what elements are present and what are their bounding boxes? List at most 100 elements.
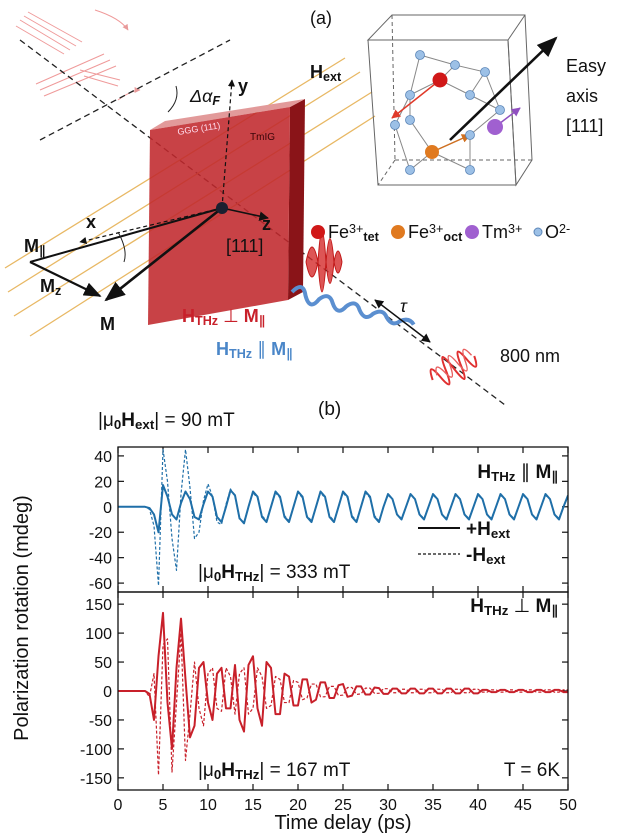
delay-label: τ (400, 296, 408, 316)
text-run: Fe (408, 222, 429, 242)
text-run: H (470, 596, 484, 617)
x-tick-label: 20 (289, 797, 307, 814)
delay-arrow (374, 299, 431, 343)
x-tick-label: 10 (199, 797, 217, 814)
y-tick-label: 100 (85, 626, 112, 643)
text-run: F (212, 94, 220, 108)
film-label: TmIG (250, 132, 275, 143)
angle-label: ΔαF (189, 86, 220, 108)
legend-label: -Hext (466, 545, 506, 567)
plot-frame (117, 591, 569, 791)
x-axis-title: Time delay (ps) (274, 812, 411, 834)
y-tick-label: -20 (89, 525, 112, 542)
text-run: 0 (114, 417, 121, 432)
plot-panel: -150 -100 -50 0 50 100 150 0 5 10 15 20 25 30 35 40 45 50 (80, 591, 577, 814)
text-run: M (24, 236, 39, 256)
text-run: 3+ (349, 222, 363, 236)
text-run: x (86, 212, 96, 232)
text-run: M (100, 314, 115, 334)
oxygen-atoms (390, 50, 505, 175)
text-run: H (216, 339, 229, 359)
text-run: THz (229, 347, 252, 361)
text-run: | = 90 mT (154, 410, 235, 431)
x-tick-label: 45 (514, 797, 532, 814)
legend-marker (465, 225, 479, 239)
data-line (118, 611, 568, 750)
fe-oct-atom (425, 145, 439, 159)
text-run: ∥ (515, 462, 535, 483)
text-run: H (221, 562, 235, 583)
text-run: |μ (98, 410, 114, 431)
text-run: 0 (214, 569, 221, 584)
text-run: Tm (482, 222, 508, 242)
m-vector (104, 206, 223, 302)
text-run: H (310, 62, 323, 82)
field-annotation: |μ0HTHz| = 333 mT (198, 562, 351, 584)
text-run: ⊥ (508, 596, 535, 617)
text-run: H (221, 760, 235, 781)
geometry-label: HTHz ∥ M∥ (477, 462, 558, 484)
text-run: ⊥ (218, 306, 244, 326)
text-run: THz (491, 469, 516, 484)
text-run: THz (484, 603, 509, 618)
x-tick-label: 35 (424, 797, 442, 814)
text-run: ∥ (286, 347, 292, 361)
data-line (118, 484, 568, 534)
axis-label: z (262, 214, 271, 234)
text-run: +H (466, 519, 491, 540)
angle-arc (117, 231, 126, 263)
legend-label: O2- (545, 222, 570, 242)
text-run: y (238, 76, 248, 96)
vector-label: Mz (40, 276, 61, 298)
subtitle: |μ0Hext| = 90 mT (98, 410, 235, 432)
vector-label: M∥ (24, 236, 45, 258)
y-tick-label: -100 (80, 742, 112, 759)
vector-label: M (100, 314, 115, 334)
x-tick-label: 50 (559, 797, 577, 814)
wavelength-label: 800 nm (500, 346, 560, 366)
field-label: Hext (310, 62, 342, 84)
legend-label: +Hext (466, 519, 511, 541)
text-run: ∥ (39, 244, 45, 258)
y-tick-label: 0 (103, 500, 112, 517)
geometry-label: HTHz ⊥ M∥ (182, 306, 265, 328)
easy-axis-label: Easy (566, 56, 606, 76)
y-tick-label: -50 (89, 713, 112, 730)
easy-axis-arrow (449, 36, 558, 141)
text-run: 0 (214, 767, 221, 782)
y-tick-label: 150 (85, 597, 112, 614)
optical-pulse (429, 350, 478, 386)
panel-label: (a) (310, 8, 332, 28)
legend-marker (533, 227, 543, 237)
y-axis-title: Polarization rotation (mdeg) (11, 495, 33, 741)
legend-marker (391, 225, 405, 239)
x-tick-label: 25 (334, 797, 352, 814)
text-run: ext (323, 70, 342, 84)
y-tick-label: -60 (89, 576, 112, 593)
text-run: tet (363, 230, 379, 244)
text-run: z (262, 214, 271, 234)
text-run: 2- (559, 222, 570, 236)
text-run: M (536, 596, 552, 617)
text-run: ∥ (252, 339, 271, 359)
y-tick-label: -40 (89, 551, 112, 568)
text-run: ∥ (551, 469, 558, 484)
spin-arrow (391, 79, 441, 119)
legend-label: Fe3+tet (328, 222, 380, 244)
text-run: | = 333 mT (259, 562, 350, 583)
field-annotation: |μ0HTHz| = 167 mT (198, 760, 351, 782)
legend-marker (311, 225, 325, 239)
y-tick-label: -150 (80, 771, 112, 788)
text-run: O (545, 222, 559, 242)
optical-pulse (435, 348, 473, 378)
text-run: ext (135, 417, 155, 432)
probe-wave (290, 285, 416, 326)
y-tick-label: 0 (103, 684, 112, 701)
diagram: GGG (111) TmIG (4, 8, 606, 406)
y-tick-label: 40 (94, 449, 112, 466)
slab-front (148, 107, 290, 325)
x-tick-label: 5 (159, 797, 168, 814)
geometry-label: HTHz ⊥ M∥ (470, 596, 558, 618)
text-run: M (244, 306, 259, 326)
